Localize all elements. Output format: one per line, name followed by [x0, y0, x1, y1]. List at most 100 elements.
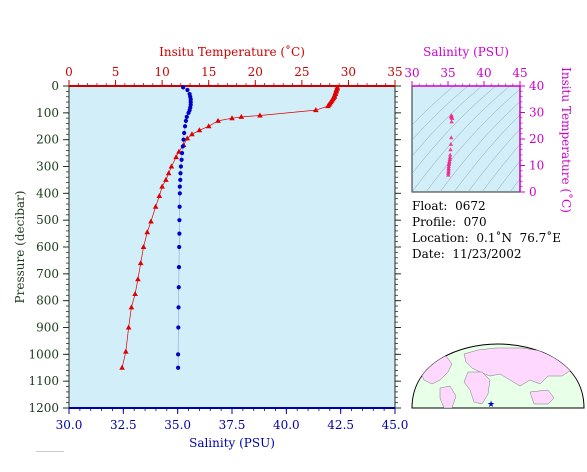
pressure-tick-label: 900	[36, 321, 59, 335]
ts-point	[448, 141, 454, 146]
salinity-point	[178, 177, 183, 183]
temperature-point	[163, 176, 169, 182]
ts-point	[447, 160, 452, 165]
salinity-point	[177, 204, 182, 209]
temperature-tick-label: 15	[201, 65, 216, 79]
ts-point	[449, 135, 454, 140]
footer-stamp: ———————	[36, 448, 64, 453]
salinity-point	[180, 144, 185, 149]
temperature-point	[159, 183, 165, 189]
salinity-tick-label: 30.0	[56, 418, 83, 432]
salinity-point	[176, 365, 181, 370]
date-label: Date:	[412, 247, 445, 261]
pressure-tick-label: 0	[51, 79, 59, 93]
temperature-tick-label: 35	[387, 65, 402, 79]
pressure-tick-label: 300	[36, 160, 59, 174]
ts-point	[448, 147, 453, 152]
salinity-point	[176, 305, 181, 310]
float-label: Float:	[412, 199, 448, 213]
ts-point	[446, 162, 452, 167]
temperature-point	[156, 193, 163, 199]
temperature-point	[196, 127, 203, 133]
salinity-point	[176, 265, 182, 270]
pressure-tick-label: 1000	[28, 347, 59, 361]
salinity-tick-label: 35.0	[164, 418, 191, 432]
pressure-tick-label: 600	[36, 240, 59, 254]
salinity-point	[178, 164, 184, 169]
temperature-point	[189, 131, 195, 137]
salinity-point	[179, 157, 184, 162]
ts-salinity-tick-label: 30	[404, 66, 419, 80]
temperature-point	[257, 112, 263, 118]
ts-salinity-tick-label: 35	[440, 66, 455, 80]
salinity-point	[177, 231, 182, 236]
temperature-tick-label: 30	[341, 65, 356, 79]
ts-temperature-tick-label: 20	[529, 132, 544, 146]
ts-point	[447, 152, 453, 157]
pressure-tick-label: 1200	[28, 401, 59, 415]
ts-temperature-tick-label: 10	[529, 159, 544, 173]
temperature-point	[128, 304, 135, 310]
temperature-point	[123, 348, 129, 354]
pressure-tick-label: 200	[36, 133, 59, 147]
pressure-tick-label: 100	[36, 106, 59, 120]
ts-plot-background	[411, 85, 521, 193]
salinity-tick-label: 42.5	[327, 418, 354, 432]
ts-salinity-axis-title: Salinity (PSU)	[423, 45, 509, 59]
temperature-axis: 0 5 10 15 20 25 30 35	[65, 65, 403, 87]
ts-temperature-tick-label: 40	[529, 79, 544, 93]
salinity-axis-title: Salinity (PSU)	[189, 436, 275, 450]
temperature-point	[132, 290, 138, 296]
ts-temperature-axis: 0 10 20 30 40	[519, 79, 544, 199]
temperature-point	[325, 103, 331, 109]
float-row: Float: 0672	[412, 198, 561, 214]
salinity-tick-label: 45.0	[382, 418, 409, 432]
ts-point	[446, 172, 451, 177]
profile-row: Profile: 070	[412, 214, 561, 230]
temperature-point	[238, 113, 245, 119]
temperature-tick-label: 10	[155, 65, 170, 79]
temperature-point	[173, 154, 179, 160]
temperature-point	[184, 135, 191, 141]
star-icon: ★	[487, 400, 495, 410]
salinity-point	[177, 244, 182, 250]
salinity-point	[181, 85, 186, 90]
location-value: 0.1˚N 76.7˚E	[476, 231, 562, 245]
salinity-point	[185, 87, 190, 93]
salinity-point	[179, 150, 185, 156]
salinity-point	[177, 218, 182, 223]
salinity-point	[186, 110, 191, 115]
salinity-series	[176, 85, 193, 370]
main-profile-plot: 0 5 10 15 20 25 30 35 30.0 32.5 35.0 37.5 40.0 42.5 4…	[13, 44, 408, 450]
salinity-point	[181, 137, 186, 142]
location-label: Location:	[412, 231, 469, 245]
date-row: Date: 11/23/2002	[412, 246, 561, 262]
ts-temperature-tick-label: 0	[529, 185, 537, 199]
ts-point	[450, 115, 455, 120]
pressure-axis-title: Pressure (decibar)	[13, 191, 27, 304]
salinity-point	[184, 114, 189, 119]
location-map: ★	[411, 343, 585, 410]
temperature-point	[119, 364, 125, 370]
salinity-point	[183, 118, 189, 123]
temperature-point	[152, 203, 159, 209]
temperature-tick-label: 0	[65, 65, 73, 79]
pressure-tick-label: 1100	[28, 374, 59, 388]
ts-points	[446, 113, 455, 177]
temperature-point	[140, 244, 147, 249]
ts-salinity-axis: 30 35 40 45	[404, 66, 528, 87]
salinity-point	[176, 285, 181, 290]
temperature-tick-label: 20	[248, 65, 263, 79]
profile-value: 070	[463, 215, 487, 229]
location-row: Location: 0.1˚N 76.7˚E	[412, 230, 561, 246]
salinity-point	[182, 124, 188, 129]
pressure-tick-label: 800	[36, 294, 59, 308]
salinity-point	[176, 325, 181, 330]
pressure-tick-label: 700	[36, 267, 59, 281]
salinity-tick-label: 40.0	[273, 418, 300, 432]
pressure-tick-label: 400	[36, 186, 59, 200]
temperature-point	[313, 107, 319, 113]
temperature-point	[165, 170, 172, 176]
salinity-point	[177, 184, 182, 189]
